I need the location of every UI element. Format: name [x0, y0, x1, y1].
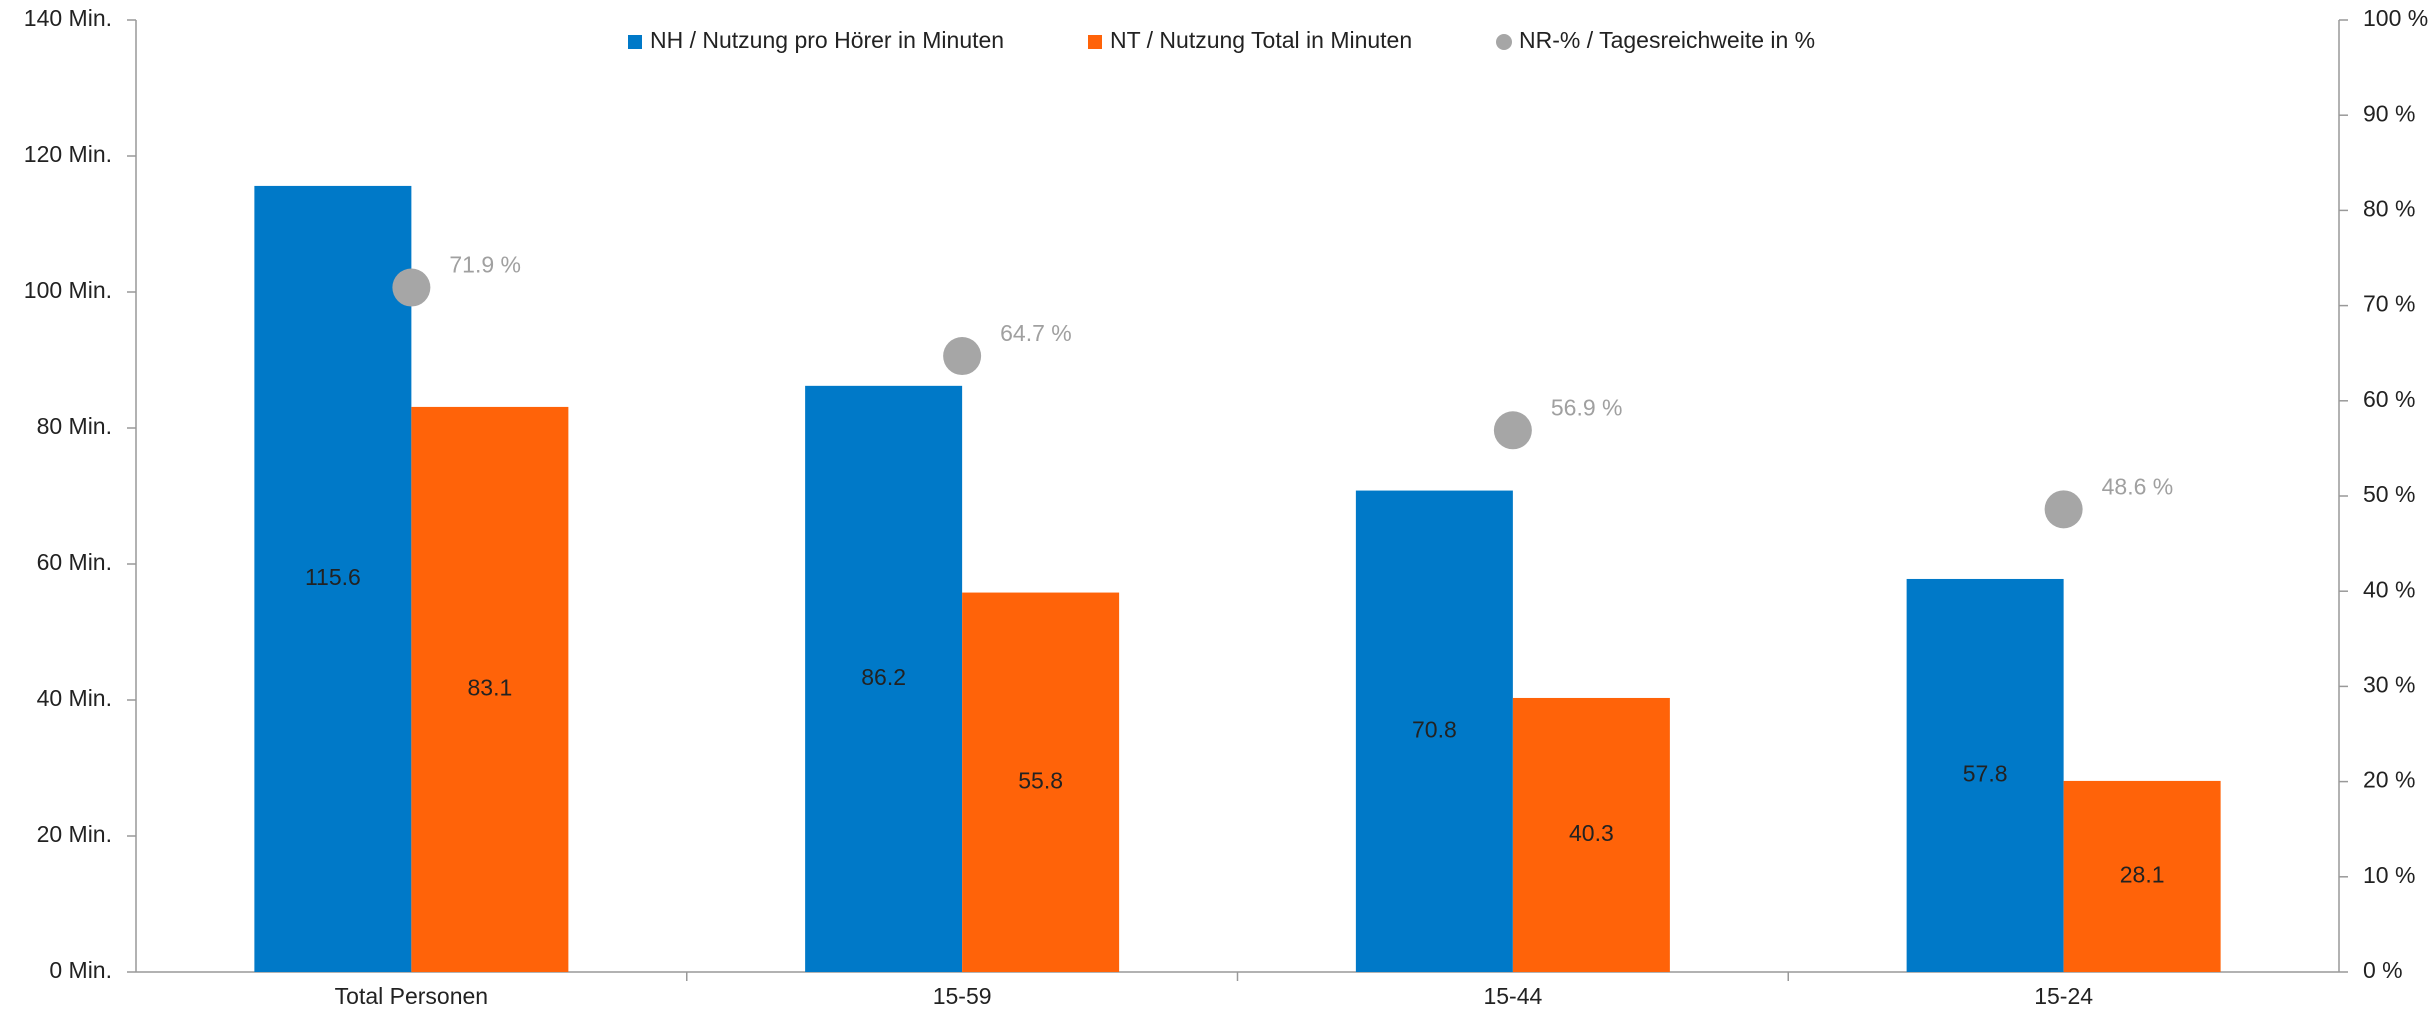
y-tick-label: 140 Min. — [24, 5, 112, 31]
y2-tick-label: 90 % — [2363, 100, 2415, 126]
marker — [392, 268, 431, 307]
bar — [962, 592, 1120, 972]
y2-tick-label: 10 % — [2363, 862, 2415, 888]
y2-tick-label: 40 % — [2363, 576, 2415, 602]
y-tick-label: 40 Min. — [37, 685, 112, 711]
y-tick-label: 60 Min. — [37, 549, 112, 575]
y2-tick-label: 70 % — [2363, 291, 2415, 317]
legend-label: NT / Nutzung Total in Minuten — [1110, 27, 1412, 53]
marker-label: 64.7 % — [1000, 320, 1072, 346]
y-tick-label: 20 Min. — [37, 821, 112, 847]
y2-tick-label: 60 % — [2363, 386, 2415, 412]
x-tick-label: Total Personen — [335, 983, 488, 1009]
y2-tick-label: 30 % — [2363, 671, 2415, 697]
bar — [1906, 578, 2064, 972]
x-tick-label: 15-44 — [1483, 983, 1542, 1009]
legend-label: NH / Nutzung pro Hörer in Minuten — [650, 27, 1004, 53]
y2-tick-label: 80 % — [2363, 195, 2415, 221]
y2-tick-label: 50 % — [2363, 481, 2415, 507]
bar — [411, 406, 569, 972]
legend-symbol — [1496, 34, 1512, 50]
bar-label: 40.3 — [1569, 820, 1614, 846]
y-tick-label: 0 Min. — [49, 957, 112, 983]
bar-label: 83.1 — [467, 675, 512, 701]
bar-label: 86.2 — [861, 664, 906, 690]
bar — [2063, 780, 2221, 972]
y2-tick-label: 100 % — [2363, 5, 2428, 31]
bar-label: 55.8 — [1018, 767, 1063, 793]
legend-label: NR-% / Tagesreichweite in % — [1519, 27, 1815, 53]
marker-label: 71.9 % — [449, 252, 521, 278]
bar-label: 70.8 — [1412, 716, 1457, 742]
bar-label: 57.8 — [1963, 761, 2008, 787]
marker — [2044, 490, 2083, 529]
bar — [805, 385, 963, 973]
marker — [943, 337, 982, 376]
bar-label: 28.1 — [2120, 862, 2165, 888]
x-tick-label: 15-24 — [2034, 983, 2093, 1009]
y-tick-label: 120 Min. — [24, 141, 112, 167]
bar — [1355, 490, 1513, 972]
marker-label: 48.6 % — [2102, 473, 2174, 499]
marker-label: 56.9 % — [1551, 394, 1623, 420]
x-tick-label: 15-59 — [933, 983, 992, 1009]
y2-tick-label: 20 % — [2363, 767, 2415, 793]
legend-symbol — [628, 35, 642, 49]
bar — [1512, 697, 1670, 972]
y-tick-label: 80 Min. — [37, 413, 112, 439]
bar-label: 115.6 — [305, 564, 361, 590]
y-tick-label: 100 Min. — [24, 277, 112, 303]
bar — [254, 185, 412, 973]
marker — [1493, 411, 1532, 450]
legend-symbol — [1088, 35, 1102, 49]
y2-tick-label: 0 % — [2363, 957, 2403, 983]
